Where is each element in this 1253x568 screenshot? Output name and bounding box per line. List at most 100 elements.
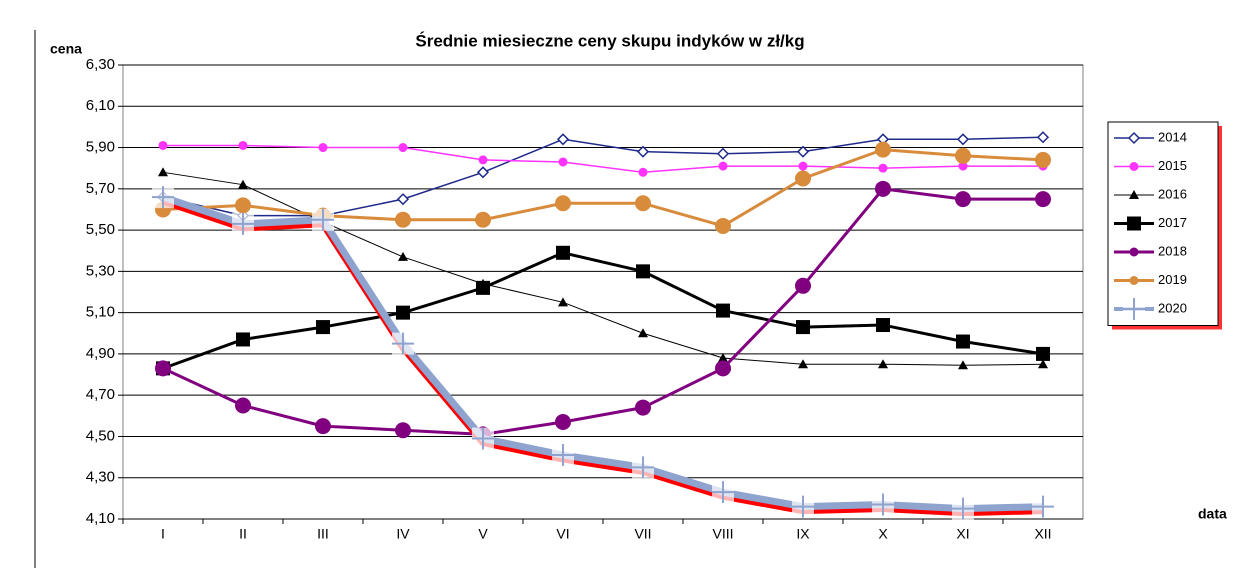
point: [232, 212, 254, 235]
point: [956, 334, 970, 349]
legend-item: 2019: [1114, 272, 1187, 287]
y-tick-label: 4,50: [86, 427, 115, 444]
x-tick-label: VIII: [712, 526, 733, 542]
point: [236, 332, 250, 347]
point: [558, 157, 568, 167]
point: [396, 305, 410, 320]
legend-label: 2018: [1158, 243, 1187, 258]
point: [158, 140, 168, 150]
y-tick-label: 5,30: [86, 262, 115, 279]
legend-item: 2017: [1114, 215, 1187, 231]
y-tick-label: 5,50: [86, 221, 115, 238]
point: [956, 133, 970, 146]
point: [478, 155, 488, 165]
point: [1129, 276, 1139, 285]
point: [1038, 359, 1048, 369]
point: [1032, 495, 1054, 518]
x-tick-label: VII: [634, 526, 651, 542]
point: [876, 318, 890, 333]
legend-item: 2015: [1114, 158, 1187, 173]
x-tick-label: X: [878, 526, 888, 542]
point: [635, 195, 651, 212]
point: [158, 167, 168, 177]
point: [238, 179, 248, 189]
point-cross: [632, 456, 654, 479]
point: [552, 444, 574, 467]
series: [158, 167, 1048, 370]
point: [718, 353, 728, 363]
point: [1035, 191, 1051, 208]
x-tick-label: III: [317, 526, 329, 542]
point: [875, 180, 891, 197]
point-cross: [1032, 495, 1054, 518]
series: [152, 186, 1054, 520]
x-tick-label: VI: [556, 526, 569, 542]
point-cross: [472, 427, 494, 450]
point: [1036, 131, 1050, 144]
legend-item: 2014: [1114, 129, 1187, 144]
series-line: [162, 171, 1044, 366]
point-cross: [872, 493, 894, 516]
y-tick-label: 5,70: [86, 180, 115, 197]
point: [635, 399, 651, 416]
point: [715, 360, 731, 377]
point: [796, 320, 810, 335]
x-tick-label: XI: [956, 526, 969, 542]
point-cross: [712, 481, 734, 504]
point-cross: [152, 186, 174, 209]
point: [875, 141, 891, 158]
point: [556, 133, 570, 146]
y-tick-label: 4,70: [86, 386, 115, 403]
point: [1127, 216, 1141, 231]
point: [872, 493, 894, 516]
legend-label: 2014: [1158, 129, 1187, 144]
point: [718, 161, 728, 171]
point: [795, 170, 811, 187]
x-tick-label: I: [161, 526, 165, 542]
point: [958, 161, 968, 171]
legend-label: 2020: [1158, 300, 1187, 315]
point: [316, 320, 330, 335]
series-line: [161, 193, 1044, 513]
point: [395, 211, 411, 228]
y-tick-label: 4,90: [86, 345, 115, 362]
x-tick-label: IX: [796, 526, 810, 542]
point: [555, 195, 571, 212]
point: [798, 359, 808, 369]
point: [318, 143, 328, 153]
point: [952, 497, 974, 520]
point: [315, 418, 331, 435]
point: [636, 145, 650, 158]
point: [798, 161, 808, 171]
series: [158, 140, 1048, 177]
point: [476, 280, 490, 295]
point: [1127, 131, 1141, 145]
point: [878, 163, 888, 173]
point: [716, 147, 730, 160]
plot-area: [122, 64, 1084, 520]
point: [475, 211, 491, 228]
point: [958, 360, 968, 370]
x-tick-label: II: [239, 526, 247, 542]
legend-item: 2020: [1114, 298, 1187, 320]
point: [235, 397, 251, 414]
point: [636, 264, 650, 279]
y-axis-label: cena: [50, 41, 82, 57]
point: [392, 332, 414, 355]
point-cross: [1123, 298, 1145, 320]
point-cross: [952, 497, 974, 520]
point: [238, 140, 248, 150]
point: [556, 245, 570, 260]
y-tick-label: 6,30: [86, 56, 115, 73]
point: [795, 277, 811, 294]
point: [1036, 346, 1050, 361]
point-cross: [312, 208, 334, 231]
y-tick-label: 4,30: [86, 469, 115, 486]
point: [1123, 298, 1145, 320]
point: [1129, 162, 1139, 171]
legend-item: 2018: [1114, 243, 1187, 258]
point: [152, 186, 174, 209]
legend-label: 2019: [1158, 272, 1187, 287]
legend-label: 2015: [1158, 158, 1187, 173]
x-axis-label: data: [1198, 506, 1227, 522]
